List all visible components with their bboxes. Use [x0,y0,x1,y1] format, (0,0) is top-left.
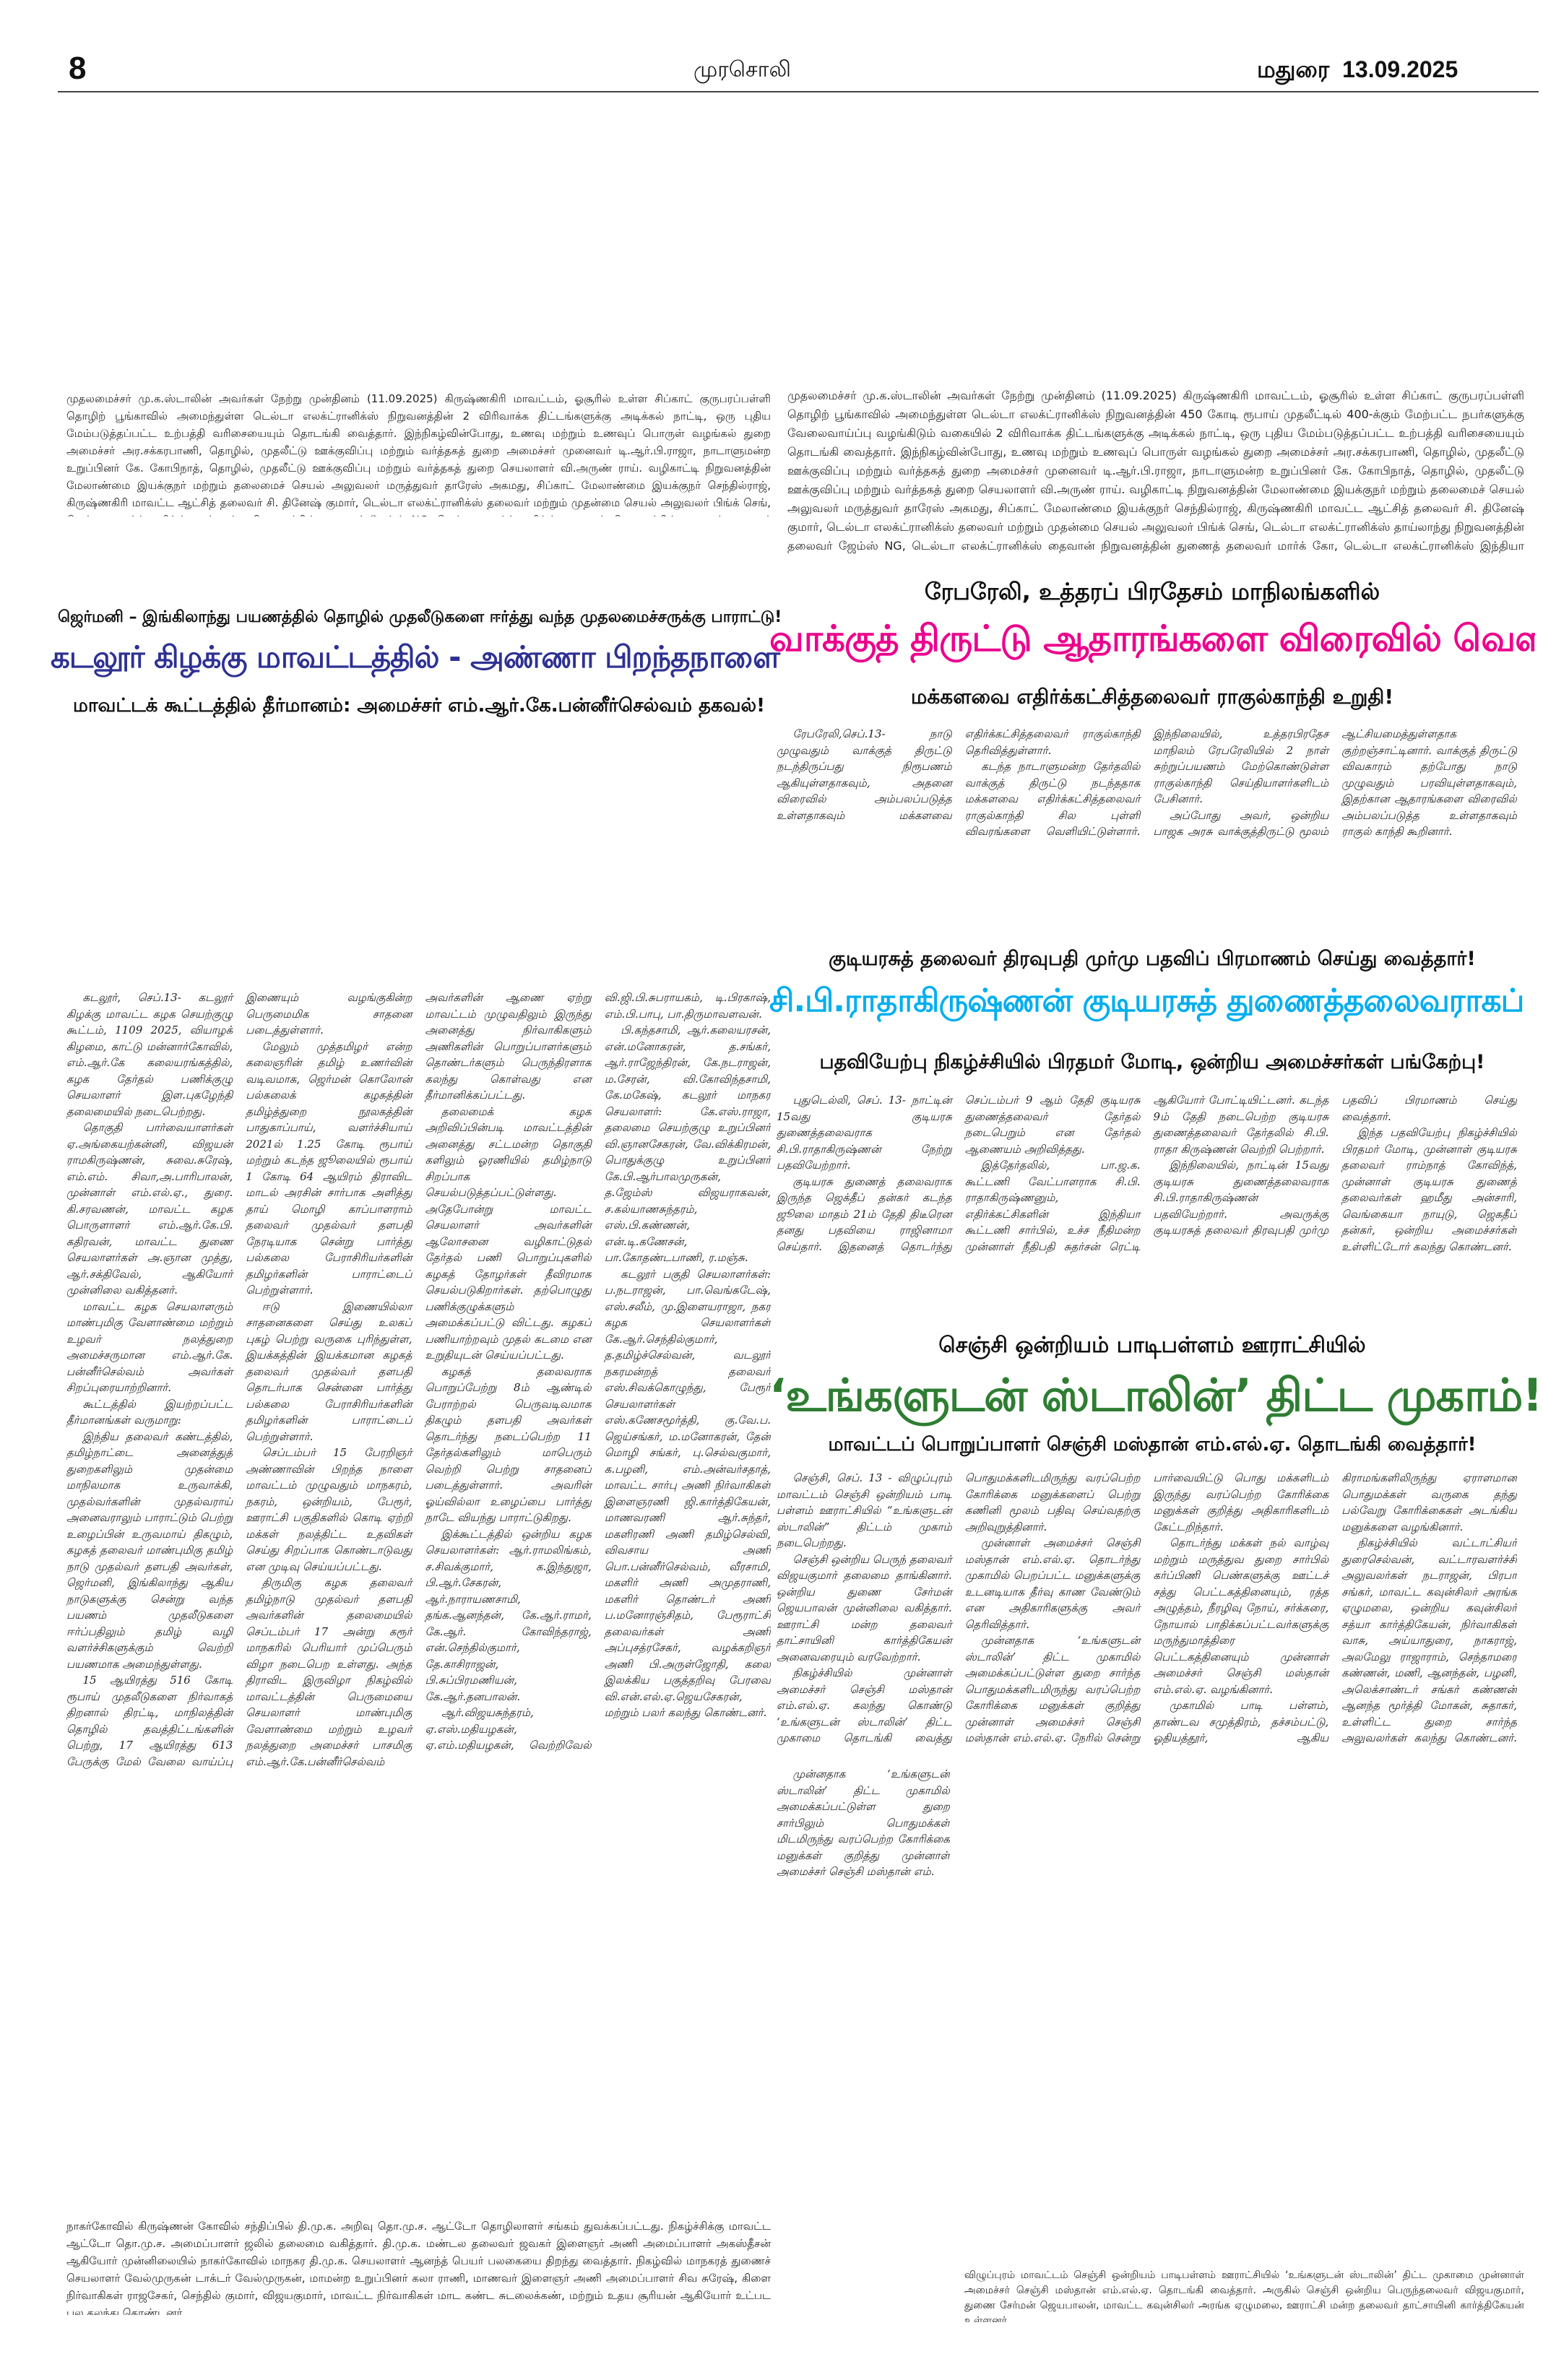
article-paragraph: கடந்த நாடாளுமன்ற தேர்தலில் வாக்குத் திரு… [964,727,1329,838]
article-paragraph: 15 ஆயிரத்து 516 கோடி ரூபாய் முதலீடுகளை ந… [66,991,412,1768]
vp-subhead: பதவியேற்பு நிகழ்ச்சியில் பிரதமர் மோடி, ஒ… [819,1051,1485,1073]
rahul-kicker: ரேபரேலி, உத்தரப் பிரதேசம் மாநிலங்களில் [924,578,1380,605]
article-paragraph: கூட்டத்தில் இயற்றப்பட்ட தீர்மானங்கள் வரு… [66,1397,233,1427]
article-paragraph: முன்னாள் அமைச்சர் செஞ்சி மஸ்தான் எம்.எல்… [964,1536,1141,1631]
cuddalore-article-body: கடலூர், செப்.13- கடலூர் கிழக்கு மாவட்ட க… [66,990,771,2196]
article-paragraph: பி.கந்தசாமி, ஆர்.கலையரசன், என்.மனோகரன், … [604,1024,771,1264]
article-paragraph: செஞ்சி ஒன்றிய பெருந் தலைவர் விஜயகுமார் த… [777,1552,952,1663]
article-paragraph: திருமிகு கழக தலைவர் தமிழ்நாடு முதல்வர் த… [246,991,592,1768]
article-paragraph: முன்னதாக ‘உங்களுடன் ஸ்டாலின்’ திட்ட முகா… [777,1767,950,1878]
senji-kicker: செஞ்சி ஒன்றியம் பாடிபள்ளம் ஊராட்சியில் [938,1333,1366,1358]
article-paragraph: நிகழ்ச்சியில் வட்டாட்சியர் துரைசெல்வன், … [1341,1536,1517,1744]
cuddalore-kicker: ஜெர்மனி – இங்கிலாந்து பயணத்தில் தொழில் ம… [58,608,780,626]
cuddalore-subhead: மாவட்டக் கூட்டத்தில் தீர்மானம்: அமைச்சர்… [73,695,765,717]
article-paragraph: இக்கூட்டத்தில் ஒன்றிய கழக செயலாளர்கள்: ஆ… [425,1527,592,1703]
article-paragraph: ஈடு இணையில்லா சாதனைகளை செய்து உலகப் புகழ… [246,1299,412,1443]
header-rule [58,91,1539,92]
article-paragraph: மேலும் முத்தமிழர் என்ற கலைஞரின் தமிழ் உண… [246,1039,412,1297]
page-number: 8 [69,51,87,86]
cuddalore-headline: கடலூர் கிழக்கு மாவட்டத்தில் - அண்ணா பிறந… [51,639,787,675]
masthead: முரசொலி [693,58,791,82]
vp-headline: சி.பி.ராதாகிருஷ்ணன் குடியரசுத் துணைத்தலை… [769,982,1535,1019]
article-paragraph: முன்னதாக ‘உங்களுடன் ஸ்டாலின்’ திட்ட முகா… [964,1471,1329,1744]
article-paragraph: ஆர்.விஜயசுந்தரம், ஏ.எஸ்.மதியழகன், ஏ.எம்.… [425,991,772,1752]
senji-subhead: மாவட்டப் பொறுப்பாளர் செஞ்சி மஸ்தான் எம்.… [828,1434,1477,1455]
article-paragraph: கடலூர், செப்.13- கடலூர் கிழக்கு மாவட்ட க… [66,991,233,1118]
senji-article-body: செஞ்சி, செப். 13 - விழுப்புரம் மாவட்டம் … [777,1470,1517,1759]
article-paragraph: புதுடெல்லி, செப். 13- நாட்டின் 15வது குட… [777,1094,952,1172]
article-paragraph: தொடர்ந்து மக்கள் நல் வாழ்வு மற்றும் மருத… [1153,1536,1329,1696]
photo-caption-left-bottom: நாகர்கோவில் கிருஷ்ணன் கோவில் சந்திப்பில்… [66,2220,771,2315]
article-paragraph: தொகுதி பார்வையாளர்கள் ஏ.அங்கையற்கன்னி, வ… [66,1121,233,1297]
article-paragraph: கழகத் தலைவராக பொறுப்பேற்று 8ம் ஆண்டில் ப… [425,1364,592,1525]
article-paragraph: கடலூர் பகுதி செயலாளர்கள்: ப.நடராஜன், பா.… [604,1267,771,1720]
article-paragraph: குடியரசு துணைத் தலைவராக இருந்த ஜெக்தீப் … [777,1094,1141,1253]
article-paragraph: இத்தேர்தலில், பா.ஜ.க. கூட்டணி வேட்பாளராக… [964,1094,1329,1253]
edition-date: மதுரை 13.09.2025 [1257,56,1458,86]
senji-headline: ‘உங்களுடன் ஸ்டாலின்’ திட்ட முகாம்! [769,1369,1543,1421]
article-paragraph: நிகழ்ச்சியில் முன்னாள் அமைச்சர் செஞ்சி ம… [777,1471,1141,1744]
vp-kicker: குடியரசுத் தலைவர் திரவுபதி முர்மு பதவிப்… [829,948,1476,970]
rahul-subhead: மக்களவை எதிர்க்கட்சித்தலைவர் ராகுல்காந்த… [910,685,1394,709]
article-paragraph: இந்நிலையில், நாட்டின் 15வது குடியரசு துண… [1153,1094,1518,1237]
article-paragraph: மாவட்ட கழக செயலாளரும் மாண்புமிகு வேளாண்ம… [66,1299,233,1395]
article-paragraph: முகாமில் பாடி பள்ளம், தாண்டவ சமுத்திரம்,… [1153,1471,1518,1744]
article-paragraph: அப்போது அவர், ஒன்றிய பாஜக அரசு வாக்குத்த… [1153,727,1518,838]
photo-caption-right-top: முதலமைச்சர் மு.க.ஸ்டாலின் அவர்கள் நேற்று… [787,389,1524,553]
article-paragraph: இந்திய தலைவர் கண்டத்தில், தமிழ்நாட்டை அன… [66,1429,233,1671]
rahul-article-body: ரேபரேலி,செப்.13- நாடு முழுவதும் வாக்குத்… [777,726,1517,917]
edition: மதுரை [1257,56,1330,82]
date: 13.09.2025 [1342,56,1458,82]
article-paragraph: செஞ்சி, செப். 13 - விழுப்புரம் மாவட்டம் … [777,1471,952,1549]
photo-caption-right-bottom: விழுப்புரம் மாவட்டம் செஞ்சி ஒன்றியம் பாட… [964,2269,1524,2322]
article-paragraph: இந்த பதவியேற்பு நிகழ்ச்சியில் பிரதமர் மோ… [1341,1126,1517,1253]
senji-article-continuation: முன்னதாக ‘உங்களுடன் ஸ்டாலின்’ திட்ட முகா… [777,1766,950,2358]
photo-caption-left-top: முதலமைச்சர் மு.க.ஸ்டாலின் அவர்கள் நேற்று… [66,392,771,516]
article-paragraph: ரேபரேலி,செப்.13- நாடு முழுவதும் வாக்குத்… [777,727,1141,822]
article-paragraph: செப்டம்பர் 15 பேரறிஞர் அண்ணாவின் பிறந்த … [246,1446,412,1573]
article-paragraph: தலைமைக் கழக அறிவிப்பின்படி மாவட்டத்தின் … [425,1104,592,1362]
rahul-headline: வாக்குத் திருட்டு ஆதாரங்களை விரைவில் வெள… [769,618,1535,659]
vp-article-body: புதுடெல்லி, செப். 13- நாட்டின் 15வது குட… [777,1092,1517,1298]
